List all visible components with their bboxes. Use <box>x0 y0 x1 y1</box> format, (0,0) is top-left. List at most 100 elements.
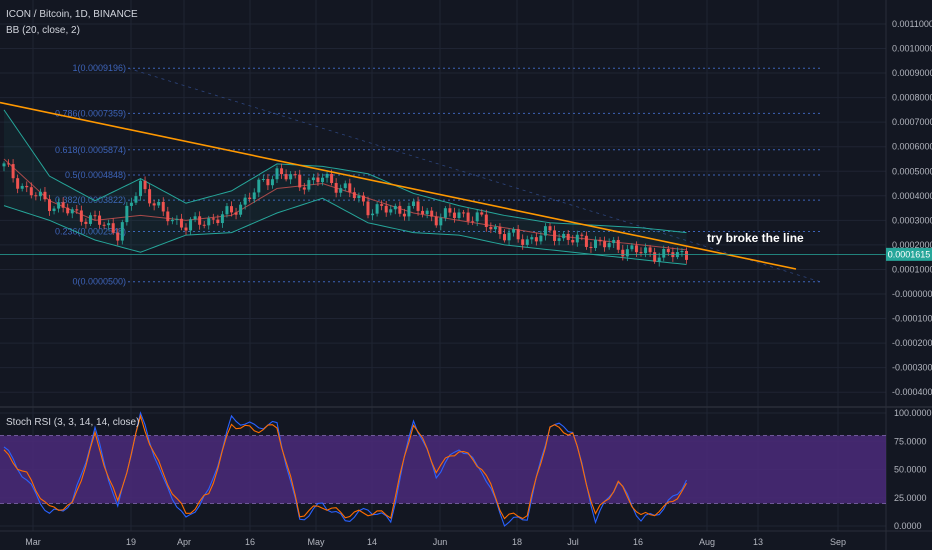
candle-body[interactable] <box>352 192 356 199</box>
candle-body[interactable] <box>234 212 238 215</box>
candle-body[interactable] <box>525 239 529 245</box>
candle-body[interactable] <box>93 215 97 217</box>
candle-body[interactable] <box>152 203 156 206</box>
candle-body[interactable] <box>330 173 334 184</box>
candle-body[interactable] <box>189 219 193 231</box>
candle-body[interactable] <box>316 177 320 183</box>
candle-body[interactable] <box>193 216 197 220</box>
candle-body[interactable] <box>493 226 497 230</box>
candle-body[interactable] <box>512 229 516 233</box>
candle-body[interactable] <box>243 197 247 205</box>
price-axis[interactable]: 0.0011000 0.0010000 0.0009000 0.0008000 0.00… <box>892 19 932 397</box>
candle-body[interactable] <box>88 215 92 224</box>
candle-body[interactable] <box>343 183 347 189</box>
candle-body[interactable] <box>125 205 129 223</box>
candle-body[interactable] <box>543 226 547 236</box>
candle-body[interactable] <box>25 185 29 188</box>
candle-body[interactable] <box>139 180 142 197</box>
candle-body[interactable] <box>11 164 15 179</box>
candle-body[interactable] <box>7 163 11 165</box>
candle-body[interactable] <box>361 195 365 202</box>
candle-body[interactable] <box>284 174 288 180</box>
candle-body[interactable] <box>607 243 611 248</box>
candle-body[interactable] <box>389 209 393 213</box>
candle-body[interactable] <box>566 233 570 240</box>
candle-body[interactable] <box>616 239 620 250</box>
candle-body[interactable] <box>111 223 115 233</box>
candle-body[interactable] <box>603 241 607 248</box>
candle-body[interactable] <box>107 223 111 226</box>
candle-body[interactable] <box>20 185 24 189</box>
candle-body[interactable] <box>407 205 411 217</box>
candle-body[interactable] <box>398 205 402 214</box>
candle-body[interactable] <box>184 227 188 231</box>
candle-body[interactable] <box>34 195 38 197</box>
candle-body[interactable] <box>666 248 670 253</box>
candle-body[interactable] <box>134 196 138 203</box>
candle-body[interactable] <box>489 226 493 230</box>
candle-body[interactable] <box>630 245 634 250</box>
candle-body[interactable] <box>293 174 297 176</box>
candle-body[interactable] <box>580 234 584 236</box>
candle-body[interactable] <box>648 247 652 253</box>
candle-body[interactable] <box>452 212 456 218</box>
candle-body[interactable] <box>625 249 629 257</box>
candle-body[interactable] <box>166 211 170 222</box>
candle-body[interactable] <box>680 250 684 253</box>
candle-body[interactable] <box>621 249 625 257</box>
candle-body[interactable] <box>70 209 74 214</box>
candle-body[interactable] <box>457 212 461 218</box>
candle-body[interactable] <box>302 187 306 190</box>
candle-body[interactable] <box>589 246 593 248</box>
candle-body[interactable] <box>612 239 616 244</box>
candle-body[interactable] <box>480 212 484 215</box>
indicator-label[interactable]: BB (20, close, 2) <box>6 25 80 36</box>
candle-body[interactable] <box>662 248 666 258</box>
candle-body[interactable] <box>198 216 202 225</box>
time-axis[interactable]: Mar 19 Apr 16 May 14 Jun 18 Jul 16 Aug 13 Sep <box>25 537 846 547</box>
candle-body[interactable] <box>348 183 352 193</box>
candle-body[interactable] <box>202 224 206 226</box>
candle-body[interactable] <box>289 174 293 180</box>
candle-body[interactable] <box>57 202 61 209</box>
candle-body[interactable] <box>357 195 361 199</box>
candle-body[interactable] <box>516 229 520 240</box>
candle-body[interactable] <box>321 177 324 183</box>
candle-body[interactable] <box>462 212 466 214</box>
candle-body[interactable] <box>161 201 165 212</box>
rsi-axis[interactable]: 100.0000 75.0000 50.0000 25.0000 0.0000 <box>894 408 932 531</box>
candle-body[interactable] <box>75 209 79 211</box>
candle-body[interactable] <box>216 219 220 224</box>
candle-body[interactable] <box>43 191 47 200</box>
candle-body[interactable] <box>225 206 229 215</box>
candle-body[interactable] <box>685 250 688 260</box>
candle-body[interactable] <box>634 245 638 253</box>
candle-body[interactable] <box>439 217 443 226</box>
candle-body[interactable] <box>448 208 452 213</box>
candle-body[interactable] <box>393 205 397 210</box>
candle-body[interactable] <box>52 208 56 212</box>
candle-body[interactable] <box>311 177 315 181</box>
candle-body[interactable] <box>175 218 179 220</box>
candle-body[interactable] <box>298 174 302 188</box>
candle-body[interactable] <box>334 183 338 193</box>
candle-body[interactable] <box>530 237 534 240</box>
candle-body[interactable] <box>325 173 329 178</box>
candle-body[interactable] <box>466 212 470 222</box>
candle-body[interactable] <box>29 187 33 196</box>
candle-body[interactable] <box>266 178 270 186</box>
candle-body[interactable] <box>371 213 375 216</box>
candle-body[interactable] <box>507 232 511 241</box>
candle-body[interactable] <box>148 189 152 204</box>
candle-body[interactable] <box>230 206 233 213</box>
candle-body[interactable] <box>416 201 420 211</box>
candle-body[interactable] <box>402 213 406 217</box>
candle-body[interactable] <box>61 202 65 208</box>
candles[interactable] <box>2 159 689 267</box>
candle-body[interactable] <box>339 188 343 193</box>
candle-body[interactable] <box>521 239 525 245</box>
candle-body[interactable] <box>553 230 557 241</box>
candle-body[interactable] <box>380 204 384 206</box>
candle-body[interactable] <box>598 239 602 242</box>
